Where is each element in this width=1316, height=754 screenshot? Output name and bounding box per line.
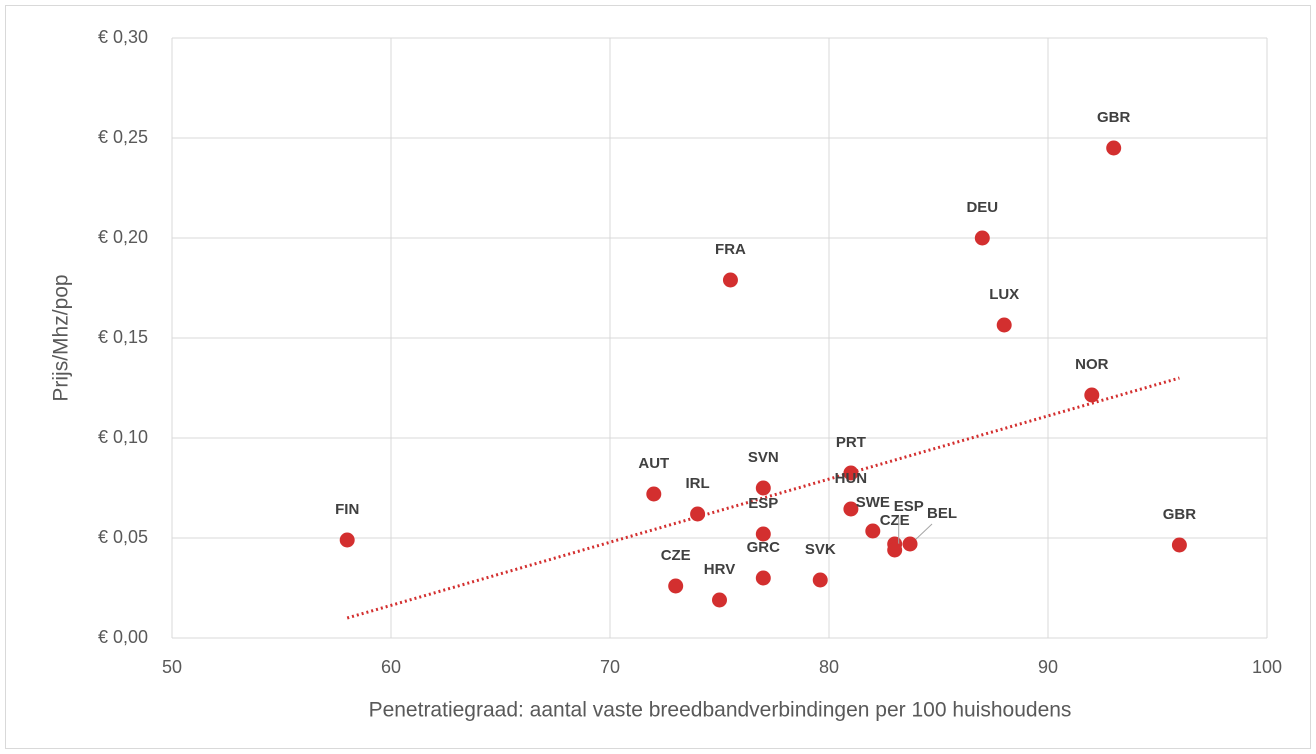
leader-line: [913, 523, 933, 542]
point-label: BEL: [927, 505, 957, 522]
point: [646, 486, 662, 502]
point-label: CZE: [661, 547, 691, 564]
point-label: LUX: [989, 286, 1019, 303]
x-tick-label: 60: [381, 657, 401, 677]
point-label: HRV: [704, 561, 735, 578]
point: [712, 592, 727, 608]
y-tick-label: € 0,25: [98, 127, 148, 147]
point-label: ESP: [894, 498, 924, 515]
y-tick-label: € 0,20: [98, 227, 148, 247]
point: [1084, 387, 1100, 403]
trendline: [346, 376, 1180, 620]
y-tick-label: € 0,10: [98, 427, 148, 447]
point: [755, 526, 771, 542]
point-label: SWE: [856, 494, 890, 511]
point-label: FIN: [335, 501, 359, 518]
point-label: CZE: [880, 512, 910, 529]
point: [1106, 140, 1122, 156]
chart-frame: [5, 5, 1311, 749]
point: [755, 480, 771, 496]
x-tick-label: 50: [162, 657, 182, 677]
point: [843, 465, 859, 481]
point: [668, 578, 684, 594]
point-label: SVN: [748, 449, 779, 466]
point: [974, 230, 990, 246]
y-tick-label: € 0,15: [98, 327, 148, 347]
point-label: PRT: [836, 434, 866, 451]
point: [690, 506, 706, 522]
point: [996, 317, 1012, 333]
point-label: NOR: [1075, 356, 1109, 373]
x-tick-label: 70: [600, 657, 620, 677]
point-label: DEU: [966, 199, 998, 216]
point: [843, 501, 859, 517]
y-axis-title: Prijs/Mhz/pop: [50, 274, 73, 401]
point-label: FRA: [715, 241, 746, 258]
point: [902, 536, 918, 552]
x-axis-title: Penetratiegraad: aantal vaste breedbandv…: [369, 699, 1072, 722]
point: [887, 542, 903, 558]
point: [1171, 537, 1187, 553]
point: [812, 572, 828, 588]
point: [865, 523, 881, 539]
point: [339, 532, 355, 548]
x-tick-label: 80: [819, 657, 839, 677]
y-tick-label: € 0,00: [98, 627, 148, 647]
x-tick-label: 90: [1038, 657, 1058, 677]
point-label: GRC: [747, 539, 781, 556]
point-label: ESP: [748, 495, 778, 512]
y-tick-label: € 0,30: [98, 27, 148, 47]
point: [722, 272, 738, 288]
point-label: AUT: [638, 455, 669, 472]
point-label: GBR: [1097, 109, 1131, 126]
point-label: IRL: [686, 475, 710, 492]
point-label: HUN: [835, 470, 868, 487]
y-tick-label: € 0,05: [98, 527, 148, 547]
point: [755, 570, 771, 586]
x-tick-label: 100: [1252, 657, 1282, 677]
point-label: GBR: [1163, 506, 1197, 523]
point-label: SVK: [805, 541, 836, 558]
